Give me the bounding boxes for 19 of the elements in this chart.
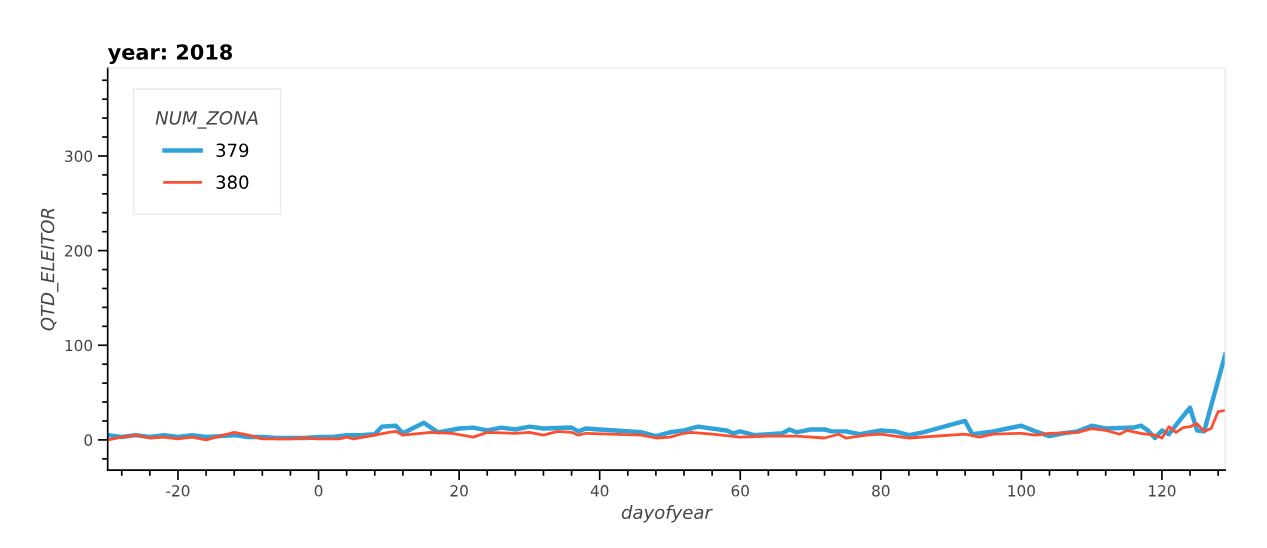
x-tick-label: 120 — [1149, 485, 1176, 497]
x-tick-label: 80 — [872, 485, 890, 497]
chart-title: year: 2018 — [107, 44, 233, 65]
legend-title: NUM_ZONA — [155, 111, 258, 129]
legend-label: 379 — [216, 143, 249, 158]
y-axis-title: QTD_ELEITOR — [40, 208, 59, 331]
y-tick-label: 200 — [65, 245, 93, 257]
x-tick-label: 100 — [1008, 485, 1035, 497]
x-tick-label: 20 — [450, 485, 468, 497]
x-axis-title: dayofyear — [621, 505, 713, 523]
x-tick-label: 0 — [314, 485, 323, 497]
legend-label: 380 — [216, 175, 249, 190]
y-tick-label: 300 — [65, 150, 93, 162]
y-tick-label: 0 — [84, 434, 93, 446]
y-tick-label: 100 — [65, 339, 93, 352]
x-tick-label: 60 — [731, 485, 749, 497]
line-series — [107, 409, 1226, 442]
x-tick-label: 40 — [590, 485, 609, 497]
x-tick-label: -20 — [166, 485, 190, 497]
